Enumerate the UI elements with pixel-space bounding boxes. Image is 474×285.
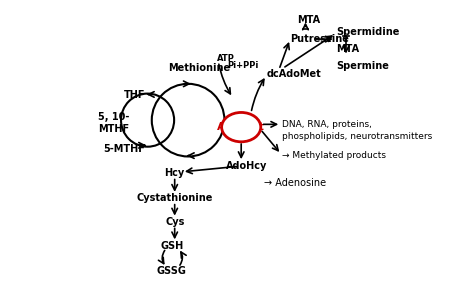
Text: Methionine: Methionine (168, 64, 230, 74)
Text: MTA: MTA (297, 15, 320, 25)
Text: Cys: Cys (165, 217, 184, 227)
Text: ATP: ATP (217, 54, 235, 63)
Text: → Methylated products: → Methylated products (282, 150, 386, 160)
Text: THF: THF (124, 90, 145, 100)
Text: MTA: MTA (336, 44, 359, 54)
Ellipse shape (222, 113, 261, 142)
Text: AdoHcy: AdoHcy (226, 161, 267, 171)
Text: Spermidine: Spermidine (336, 27, 400, 37)
Text: DNA, RNA, proteins,: DNA, RNA, proteins, (282, 120, 372, 129)
Text: AdoMet: AdoMet (217, 122, 265, 132)
Text: dcAdoMet: dcAdoMet (266, 69, 321, 79)
Text: GSH: GSH (160, 241, 183, 251)
Text: Hcy: Hcy (164, 168, 185, 178)
Text: GSSG: GSSG (157, 266, 187, 276)
Text: 5, 10-
MTHF: 5, 10- MTHF (98, 112, 129, 134)
Text: → Adenosine: → Adenosine (264, 178, 326, 188)
Text: Putrescine: Putrescine (290, 34, 349, 44)
Text: Spermine: Spermine (336, 61, 389, 71)
Text: Pi+PPi: Pi+PPi (228, 61, 259, 70)
Text: phospholipids, neurotransmitters: phospholipids, neurotransmitters (282, 133, 432, 141)
Text: Cystathionine: Cystathionine (137, 194, 213, 203)
Text: 5-MTHF: 5-MTHF (103, 144, 145, 154)
